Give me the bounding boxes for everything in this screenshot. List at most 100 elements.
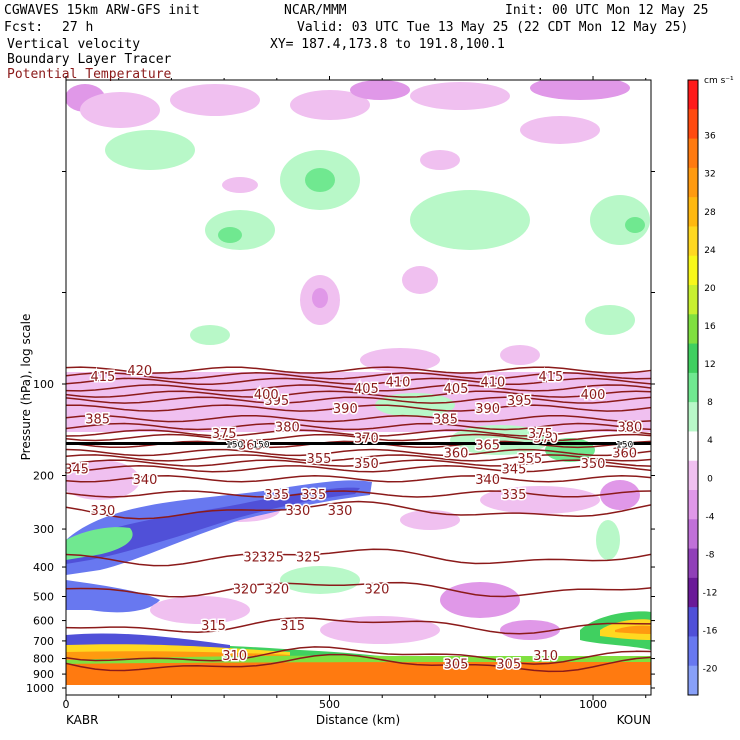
theta-label-310: 310 [533,649,558,664]
y-tick-label: 200 [33,470,54,483]
theta-label-415: 415 [538,370,563,385]
theta-label-330: 330 [328,504,353,519]
theta-label-415: 415 [90,370,115,385]
theta-label-370: 370 [354,432,379,447]
org-label: NCAR/MMM [284,3,347,18]
y-tick-label: 900 [33,668,54,681]
theta-contour-320 [66,581,651,598]
theta-contour-390 [66,404,651,412]
field-potential-temperature: Potential Temperature [7,67,172,82]
theta-label-325: 325 [243,551,268,566]
colorbar-swatch [688,431,698,462]
theta-label-360: 360 [612,446,637,461]
colorbar: 36 32 28 24 20 16 12 8 4 0 -4 -8 -12 -16 -20 [687,79,718,696]
theta-label-320: 320 [264,582,289,597]
colorbar-tick-label: 24 [704,246,716,256]
theta-contour-330 [66,500,651,520]
theta-label-305: 305 [496,657,521,672]
colorbar-swatch [688,80,698,110]
y-tick-label: 600 [33,615,54,628]
colorbar-tick-label: -4 [706,512,715,522]
theta-contour-355 [66,454,651,462]
theta-contour-360 [66,448,651,457]
x-tick-label: 0 [63,698,70,711]
theta-label-325: 325 [296,551,321,566]
theta-label-315: 315 [201,619,226,634]
colorbar-swatch [688,548,698,579]
theta-contour-345 [66,464,651,473]
colorbar-frame [687,79,699,696]
theta-label-350: 350 [354,457,379,472]
theta-label-380: 380 [275,421,300,436]
colorbar-swatch [688,109,698,140]
valid-time: Valid: 03 UTC Tue 13 May 25 (22 CDT Mon … [297,20,689,35]
theta-label-335: 335 [502,488,527,503]
theta-label-335: 335 [301,488,326,503]
theta-label-395: 395 [507,394,532,409]
theta-label-350: 350 [581,457,606,472]
theta-label-405: 405 [444,382,469,397]
colorbar-swatch [688,372,698,403]
theta-label-400: 400 [581,388,606,403]
theta-contour-405 [66,384,651,392]
theta-contour-310 [66,646,651,665]
y-tick-label: 800 [33,653,54,666]
x-axis: 0 500 1000 [63,76,647,711]
y-tick-label: 100 [33,378,54,391]
x-tick-label: 1000 [579,698,607,711]
colorbar-swatch [688,402,698,432]
theta-contour-380 [66,422,651,431]
x-axis-label: Distance (km) [316,713,400,727]
colorbar-swatch [688,285,698,315]
theta-label-320: 320 [233,582,258,597]
colorbar-unit: cm s⁻¹ [704,76,734,86]
theta-contour-335 [66,490,651,498]
colorbar-tick-label: 12 [704,360,715,370]
model-title: CGWAVES 15km ARW-GFS init [4,3,200,18]
theta-contour-400 [66,390,651,398]
colorbar-swatch [688,607,698,637]
colorbar-swatch [688,314,698,345]
theta-label-340: 340 [475,473,500,488]
tracer-label: 150 [616,441,633,451]
fcst-label: Fcst: [4,20,44,35]
colorbar-swatch [688,636,698,667]
x-tick-label: 500 [319,698,340,711]
theta-label-330: 330 [285,504,310,519]
theta-label-320: 320 [365,582,390,597]
colorbar-tick-label: 4 [707,436,713,446]
theta-label-375: 375 [528,427,553,442]
theta-label-380: 380 [618,421,643,436]
colorbar-swatch [688,490,698,520]
y-tick-label: 500 [33,590,54,603]
colorbar-swatch [688,665,698,696]
theta-label-365: 365 [475,438,500,453]
theta-label-345: 345 [64,463,89,478]
xy-range: XY= 187.4,173.8 to 191.8,100.1 [270,37,505,52]
theta-contour-340 [66,475,651,483]
theta-contour-375 [66,429,651,437]
y-axis-label: Pressure (hPa), log scale [19,314,33,461]
colorbar-swatch [688,197,698,227]
theta-label-345: 345 [502,463,527,478]
theta-label-360: 360 [444,446,469,461]
theta-label-385: 385 [433,413,458,428]
y-tick-label: 700 [33,635,54,648]
init-time: Init: 00 UTC Mon 12 May 25 [505,3,709,18]
colorbar-tick-label: 0 [707,474,713,484]
y-tick-label: 400 [33,561,54,574]
plot-frame [65,79,652,696]
theta-label-325: 325 [259,551,284,566]
theta-contour-385 [66,414,651,423]
colorbar-tick-label: 32 [704,170,715,180]
colorbar-tick-label: -20 [703,665,718,675]
colorbar-swatch [688,343,698,374]
theta-contour-395 [66,396,651,404]
fcst-value: 27 h [62,20,94,35]
theta-label-330: 330 [90,504,115,519]
colorbar-tick-label: 20 [704,284,716,294]
colorbar-swatch [688,460,698,491]
x-end-station: KOUN [617,713,651,727]
colorbar-tick-label: -12 [703,589,718,599]
